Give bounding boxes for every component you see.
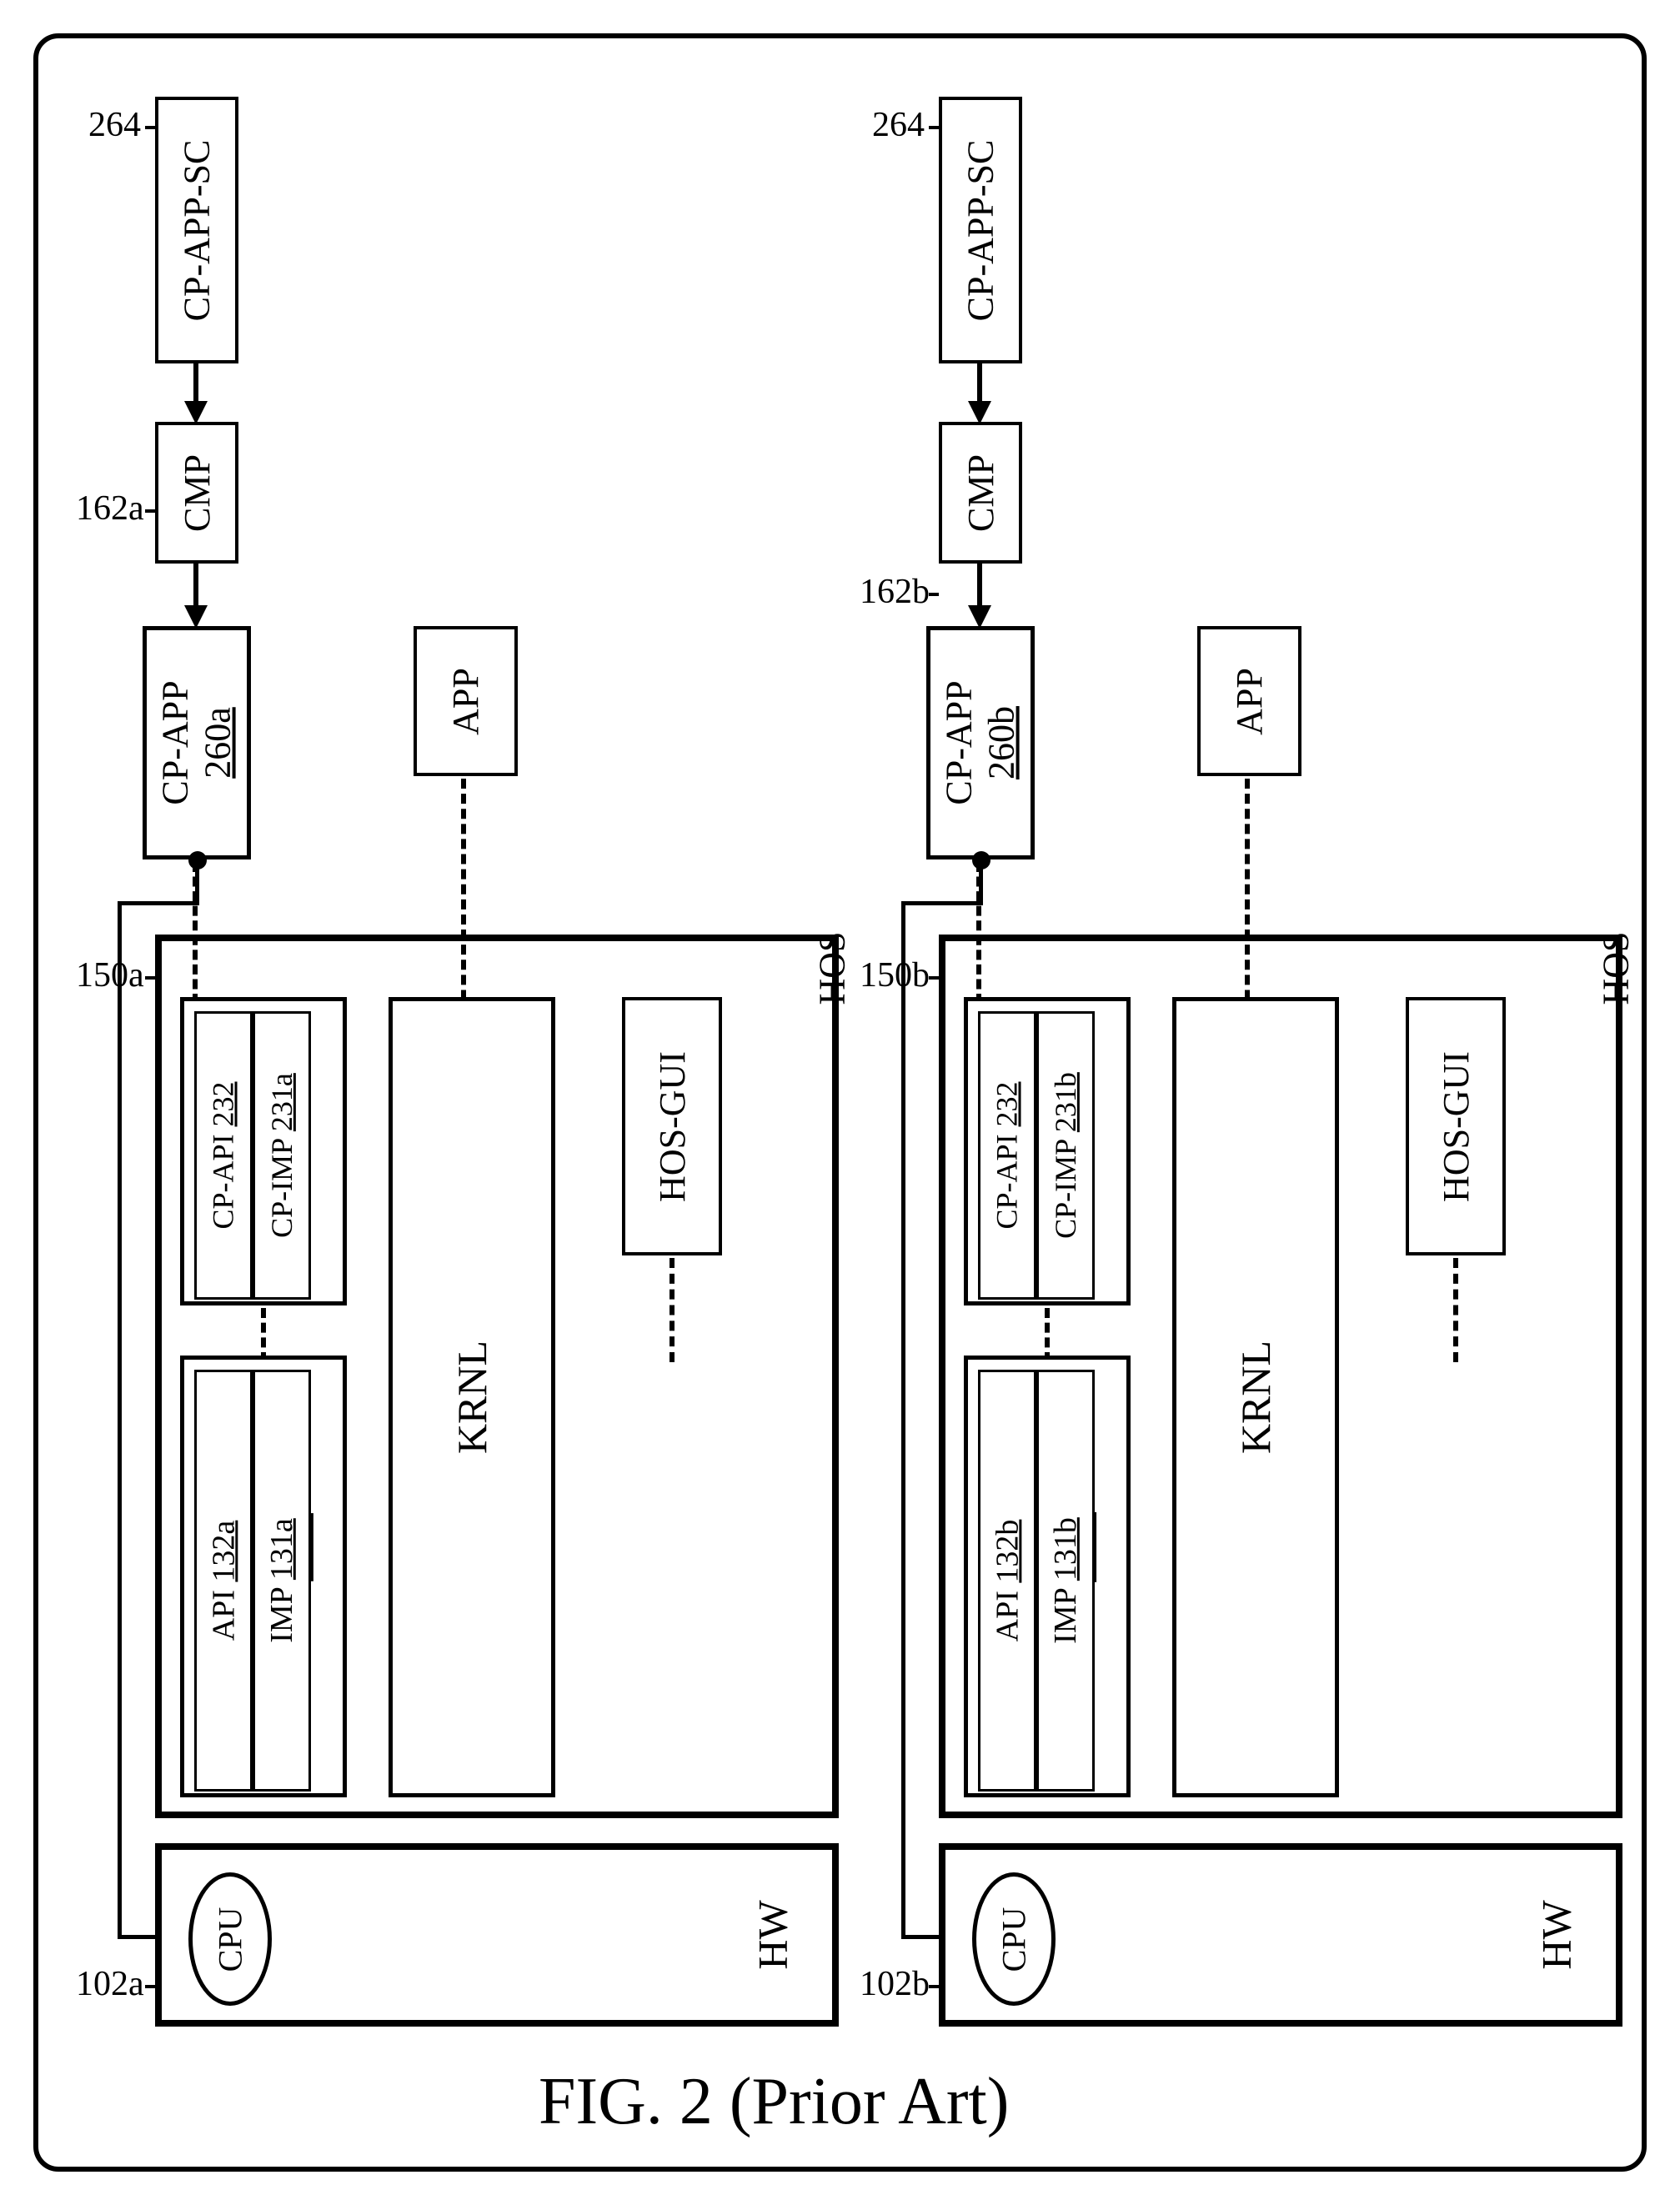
box-cp-app-b: CP-APP 260b (926, 626, 1035, 859)
box-cpimp-a: CP-IMP 231a (253, 1011, 311, 1300)
box-api-a: API 132a (194, 1370, 253, 1792)
label-hw-a: HW (748, 1900, 796, 1969)
dash-cplib-lib-b (1045, 1308, 1050, 1362)
box-lib-b: LIB 130b API 132b IMP 131b (964, 1356, 1131, 1797)
box-api-b: API 132b (978, 1370, 1036, 1792)
box-krnl-a: KRNL (389, 997, 555, 1797)
ellipse-cpu-b: CPU (972, 1872, 1056, 2006)
label-cp-app-a: CP-APP (154, 680, 197, 804)
dash-hosgui-lib-b (1453, 1258, 1458, 1362)
box-hosgui-b: HOS-GUI (1406, 997, 1506, 1255)
ref-162b: 162b (860, 572, 930, 612)
label-cpu-b: CPU (995, 1907, 1034, 1972)
dash-cplib-lib-a (261, 1308, 266, 1362)
box-cp-app-a: CP-APP 260a (143, 626, 251, 859)
label-cp-app-sc-a: CP-APP-SC (176, 139, 218, 321)
box-hosgui-a: HOS-GUI (622, 997, 722, 1255)
ref-102b: 102b (860, 1964, 930, 2004)
dot-cpapp-a (188, 851, 207, 869)
line-102a (145, 1985, 158, 1988)
box-cmp-a: CMP (155, 422, 238, 564)
ref-150a: 150a (76, 955, 144, 995)
ref-162a: 162a (76, 489, 144, 529)
line-102b (929, 1985, 941, 1988)
line-264a (145, 126, 155, 129)
label-api-a: API 132a (205, 1521, 242, 1641)
label-krnl-b: KRNL (1231, 1341, 1280, 1454)
box-imp-b: IMP 131b (1036, 1370, 1095, 1792)
ref-102a: 102a (76, 1964, 144, 2004)
label-hosgui-a: HOS-GUI (651, 1051, 694, 1202)
label-cpimp-a: CP-IMP 231a (264, 1073, 299, 1238)
label-cmp-a: CMP (176, 454, 218, 532)
label-cpapi-b: CP-API 232 (990, 1081, 1025, 1229)
box-cmp-b: CMP (939, 422, 1022, 564)
ref-150b: 150b (860, 955, 930, 995)
arrow-cmp-cpapp-b (977, 564, 982, 609)
dot-cpapp-b (972, 851, 990, 869)
box-cpapi-b: CP-API 232 (978, 1011, 1036, 1300)
box-cp-app-sc-a: CP-APP-SC (155, 97, 238, 363)
dash-cpapp-cplib-a (193, 862, 198, 1004)
ref-264a: 264 (88, 105, 141, 145)
box-cplib-a: CP-LIB 230a CP-API 232 CP-IMP 231a (180, 997, 347, 1305)
label-cpimp-b: CP-IMP 231b (1048, 1072, 1083, 1239)
wire-b-2 (901, 901, 983, 905)
label-cmp-b: CMP (960, 454, 1002, 532)
label-krnl-a: KRNL (448, 1341, 496, 1454)
box-cpapi-a: CP-API 232 (194, 1011, 253, 1300)
label-app-b: APP (1228, 668, 1271, 735)
wire-a-3 (118, 901, 122, 1939)
line-162b (929, 593, 939, 596)
label-cpu-a: CPU (211, 1907, 250, 1972)
ref-264b: 264 (872, 105, 925, 145)
label-cp-app-a-num: 260a (197, 707, 239, 779)
label-cp-app-b-num: 260b (980, 706, 1023, 779)
arrowhead-sc-cmp-a (184, 401, 208, 424)
wire-a-2 (118, 901, 199, 905)
figure-caption: FIG. 2 (Prior Art) (539, 2064, 1009, 2140)
label-imp-b: IMP 131b (1047, 1517, 1084, 1644)
arrow-sc-cmp-b (977, 363, 982, 405)
arrow-sc-cmp-a (193, 363, 198, 405)
box-lib-a: LIB 130a API 132a IMP 131a (180, 1356, 347, 1797)
arrowhead-sc-cmp-b (968, 401, 991, 424)
dash-cpapp-cplib-b (976, 862, 981, 1004)
label-hos-a: HOS (811, 931, 854, 1005)
box-app-b: APP (1197, 626, 1301, 776)
label-imp-a: IMP 131a (263, 1518, 300, 1643)
label-app-a: APP (444, 668, 487, 735)
line-162a (145, 509, 155, 513)
box-cplib-b: CP-LIB 230b CP-API 232 CP-IMP 231b (964, 997, 1131, 1305)
label-cp-app-a-wrap: CP-APP 260a (154, 680, 239, 804)
label-hos-b: HOS (1595, 931, 1637, 1005)
wire-b-3 (901, 901, 905, 1939)
label-cp-app-b-wrap: CP-APP 260b (938, 680, 1023, 804)
box-cp-app-sc-b: CP-APP-SC (939, 97, 1022, 363)
label-hw-b: HW (1532, 1900, 1580, 1969)
label-hosgui-b: HOS-GUI (1435, 1051, 1477, 1202)
box-app-a: APP (414, 626, 518, 776)
box-cpimp-b: CP-IMP 231b (1036, 1011, 1095, 1300)
label-cp-app-b: CP-APP (938, 680, 980, 804)
box-krnl-b: KRNL (1172, 997, 1339, 1797)
line-264b (929, 126, 939, 129)
label-cpapi-a: CP-API 232 (206, 1081, 241, 1229)
arrowhead-cmp-cpapp-a (184, 605, 208, 629)
arrowhead-cmp-cpapp-b (968, 605, 991, 629)
dash-hosgui-lib-a (669, 1258, 675, 1362)
arrow-cmp-cpapp-a (193, 564, 198, 609)
label-api-b: API 132b (989, 1520, 1026, 1642)
label-cp-app-sc-b: CP-APP-SC (960, 139, 1002, 321)
box-imp-a: IMP 131a (253, 1370, 311, 1792)
ellipse-cpu-a: CPU (188, 1872, 272, 2006)
diagram-canvas: CP-APP-SC 264 CMP 162a CP-APP 260a APP 1… (33, 33, 1647, 2172)
